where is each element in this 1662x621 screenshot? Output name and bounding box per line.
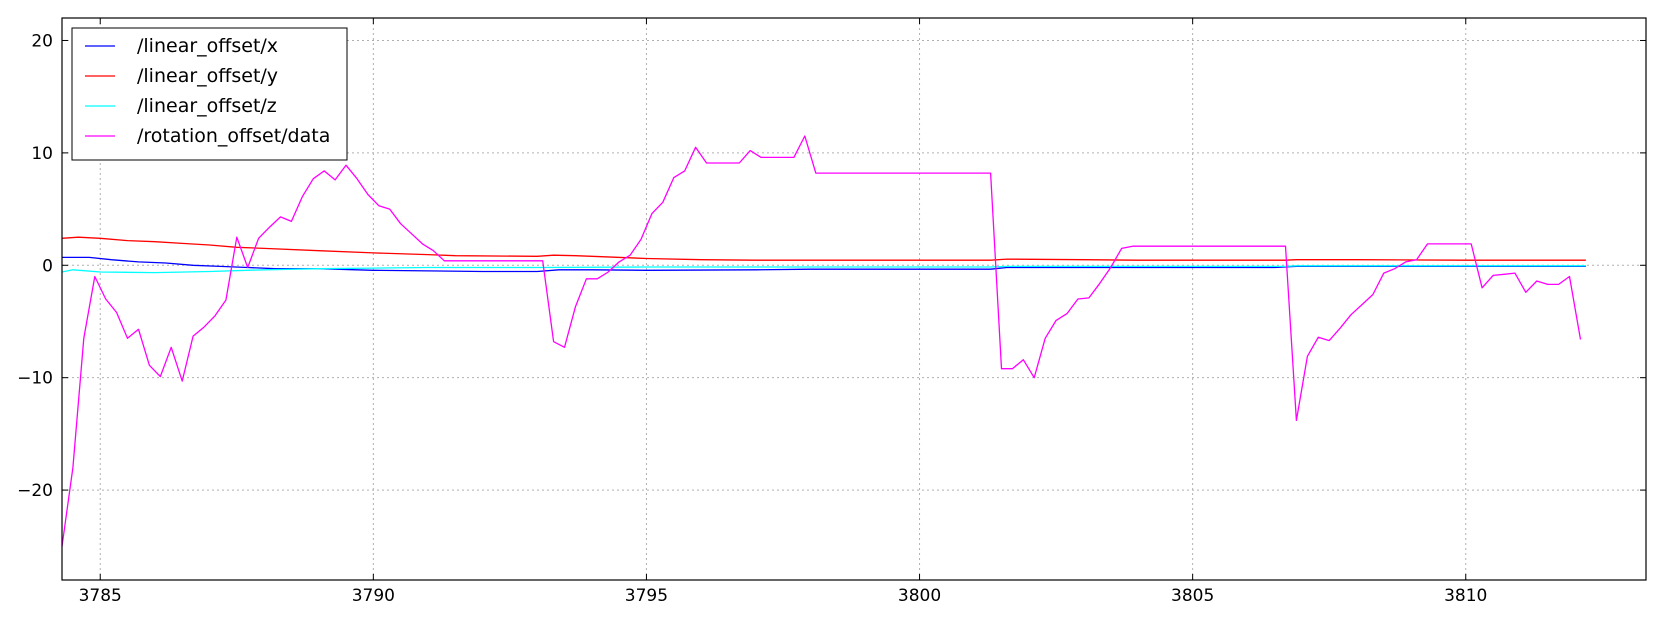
legend-label: /linear_offset/y (137, 65, 278, 87)
grid-lines (62, 18, 1646, 580)
x-tick-label: 3785 (79, 586, 122, 606)
legend-box (71, 27, 348, 161)
series-line (61, 265, 1586, 274)
x-tick-label: 3810 (1444, 586, 1487, 606)
series-line (62, 256, 1586, 273)
y-tick-label: 0 (42, 256, 53, 276)
legend-label: /linear_offset/x (137, 35, 278, 57)
series-line (61, 135, 1582, 547)
x-tick-label: 3805 (1171, 586, 1214, 606)
legend-label: /rotation_offset/data (137, 125, 330, 147)
legend-label: /linear_offset/z (137, 95, 277, 117)
plot-frame (61, 17, 1647, 581)
series-line (61, 236, 1586, 261)
y-tick-label: −20 (17, 481, 53, 501)
x-tick-label: 3790 (352, 586, 395, 606)
series-lines (61, 135, 1586, 547)
y-tick-label: 10 (31, 144, 53, 164)
legend: /linear_offset/x/linear_offset/y/linear_… (71, 27, 348, 161)
y-tick-label: 20 (31, 31, 53, 51)
y-tick-label: −10 (17, 369, 53, 389)
x-tick-label: 3800 (898, 586, 941, 606)
x-tick-label: 3795 (625, 586, 668, 606)
axis-ticks: 3785 3790 3795 3800 3805 3810 −20 −10 0 10 20 (17, 18, 1646, 606)
